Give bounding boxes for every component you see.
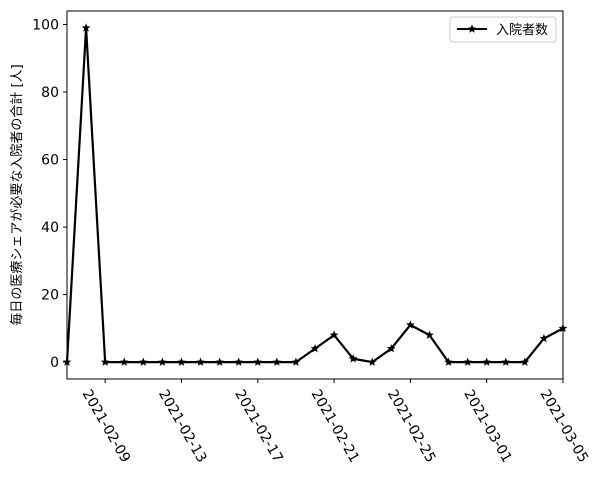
plot-area: [66, 10, 564, 380]
data-point: [196, 357, 205, 366]
data-point: [329, 330, 339, 339]
data-point: [406, 320, 415, 329]
data-point: [234, 357, 244, 366]
data-point: [444, 357, 453, 366]
data-point: [81, 23, 91, 32]
data-point: [310, 344, 320, 353]
x-tick-label: 2021-02-13: [155, 387, 210, 465]
data-point: [100, 357, 110, 366]
data-point: [367, 357, 377, 366]
data-point: [272, 357, 282, 366]
y-tick-label: 80: [41, 85, 59, 101]
data-point: [215, 357, 224, 366]
x-tick-label: 2021-03-05: [537, 387, 592, 465]
x-tick-label: 2021-02-25: [384, 387, 439, 465]
x-tick-label: 2021-02-17: [231, 387, 286, 465]
data-point: [463, 357, 472, 366]
data-point: [482, 357, 492, 366]
y-tick-label: 0: [50, 355, 59, 371]
data-point: [558, 323, 568, 333]
x-tick-label: 2021-03-01: [460, 387, 515, 465]
y-axis-label: 毎日の医療シェアが必要な入院者の合計 [人]: [9, 64, 25, 325]
x-tick-label: 2021-02-21: [308, 387, 363, 465]
legend-label: 入院者数: [496, 23, 548, 38]
data-point: [253, 357, 263, 366]
x-tick-label: 2021-02-09: [79, 387, 134, 465]
y-tick-label: 100: [32, 18, 59, 34]
data-point: [501, 357, 511, 366]
y-axis: 0 20 40 60 80 100: [32, 18, 67, 371]
data-point: [539, 333, 549, 343]
y-tick-label: 40: [41, 220, 59, 236]
data-point: [520, 357, 530, 366]
x-axis: 2021-02-09 2021-02-13 2021-02-17 2021-02-21…: [79, 379, 591, 465]
legend-star-marker: [467, 24, 477, 33]
data-point: [425, 330, 434, 339]
data-point: [291, 357, 301, 366]
data-point: [138, 357, 148, 366]
data-point: [119, 357, 129, 366]
data-point: [62, 357, 72, 366]
series-group: [62, 23, 568, 366]
data-point: [177, 357, 186, 366]
data-point: [386, 344, 396, 353]
legend: 入院者数: [449, 16, 557, 43]
legend-box: [449, 16, 557, 43]
data-point: [348, 354, 358, 363]
data-point: [158, 357, 167, 366]
y-tick-label: 20: [41, 288, 59, 304]
y-tick-label: 60: [41, 153, 59, 169]
